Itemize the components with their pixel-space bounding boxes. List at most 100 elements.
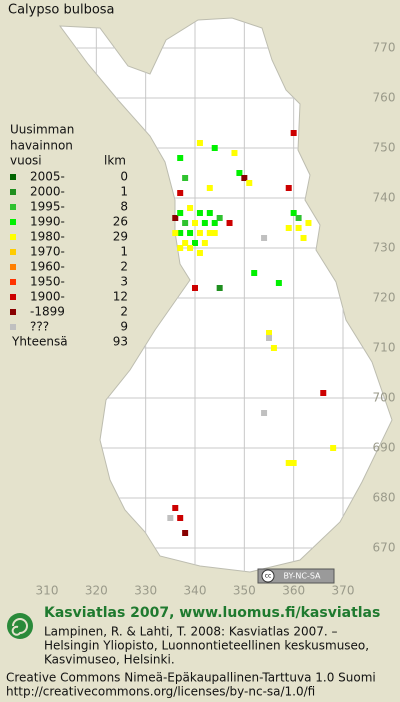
occurrence-square: [290, 130, 297, 136]
legend-heading: Uusimman: [10, 123, 74, 137]
legend-count-heading: lkm: [104, 154, 126, 168]
legend: Uusimman havainnon vuosi lkm Yhteensä 93…: [10, 123, 128, 349]
occurrence-square: [182, 530, 189, 536]
logo-circle: [7, 613, 33, 639]
occurrence-square: [290, 460, 297, 466]
legend-label: -1899: [30, 305, 65, 319]
occurrence-square: [196, 140, 203, 146]
observations: [167, 130, 337, 536]
occurrence-square: [261, 410, 268, 416]
occurrence-square: [266, 335, 272, 341]
occurrence-square: [172, 505, 179, 511]
occurrence-square: [201, 220, 208, 226]
occurrence-square: [172, 230, 179, 236]
occurrence-square: [177, 190, 184, 196]
y-tick-label: 750: [373, 141, 396, 155]
occurrence-square: [290, 210, 297, 216]
occurrence-square: [177, 515, 184, 521]
legend-count: 3: [120, 275, 128, 289]
occurrence-square: [236, 170, 243, 176]
legend-count: 12: [113, 290, 128, 304]
occurrence-square: [192, 240, 198, 246]
occurrence-square: [285, 460, 292, 466]
occurrence-square: [285, 185, 292, 191]
legend-count: 2: [120, 305, 128, 319]
citation: Helsingin Yliopisto, Luonnontieteellinen…: [44, 639, 369, 653]
footer-headline: Kasviatlas 2007, www.luomus.fi/kasviatla…: [44, 605, 380, 621]
x-tick-label: 350: [233, 584, 256, 598]
legend-label: 1990-: [30, 215, 65, 229]
legend-swatch: [10, 309, 16, 315]
legend-swatch: [10, 174, 16, 180]
badge-icon-text: cc: [265, 573, 272, 580]
occurrence-square: [295, 215, 302, 221]
y-tick-label: 740: [373, 191, 396, 205]
occurrence-square: [231, 150, 238, 156]
occurrence-square: [187, 245, 194, 251]
legend-label: 1980-: [30, 230, 65, 244]
legend-label: 1960-: [30, 260, 65, 274]
legend-swatch: [10, 189, 16, 195]
occurrence-square: [216, 215, 223, 221]
occurrence-square: [182, 220, 189, 226]
occurrence-square: [192, 285, 198, 291]
license: http://creativecommons.org/licenses/by-n…: [6, 685, 315, 699]
occurrence-square: [201, 240, 208, 246]
legend-label: ???: [30, 320, 49, 334]
occurrence-square: [206, 230, 213, 236]
occurrence-square: [226, 220, 233, 226]
occurrence-square: [305, 220, 312, 226]
occurrence-square: [196, 250, 203, 256]
y-tick-label: 690: [373, 441, 396, 455]
occurrence-square: [182, 175, 189, 181]
occurrence-square: [266, 330, 272, 336]
occurrence-square: [246, 180, 253, 186]
logo-spiral: [11, 618, 28, 636]
y-tick-label: 720: [373, 291, 396, 305]
legend-label: 1995-: [30, 200, 65, 214]
legend-heading: vuosi: [10, 154, 42, 168]
legend-swatch: [10, 279, 16, 285]
y-tick-label: 710: [373, 341, 396, 355]
y-tick-label: 760: [373, 91, 396, 105]
legend-label: 2005-: [30, 170, 65, 184]
badge-box: [257, 568, 335, 584]
x-tick-label: 310: [36, 584, 59, 598]
occurrence-square: [270, 345, 277, 351]
occurrence-square: [241, 175, 248, 181]
logo: [7, 613, 33, 639]
occurrence-square: [320, 390, 327, 396]
x-tick-label: 340: [184, 584, 207, 598]
legend-swatch: [10, 234, 16, 240]
land: [58, 17, 393, 573]
y-tick-label: 730: [373, 241, 396, 255]
occurrence-square: [177, 155, 184, 161]
x-tick-label: 360: [282, 584, 305, 598]
legend-count: 1: [120, 245, 128, 259]
occurrence-square: [300, 235, 307, 241]
y-tick-label: 680: [373, 491, 396, 505]
x-tick-label: 320: [85, 584, 108, 598]
license: Creative Commons Nimeä-Epäkaupallinen-Ta…: [6, 671, 376, 685]
legend-swatch: [10, 219, 16, 225]
occurrence-square: [177, 210, 184, 216]
legend-total: 93: [113, 335, 128, 349]
occurrence-square: [216, 285, 223, 291]
occurrence-square: [192, 220, 198, 226]
legend-swatch: [10, 324, 16, 330]
legend-count: 0: [120, 170, 128, 184]
occurrence-square: [261, 235, 268, 241]
legend-count: 1: [120, 185, 128, 199]
occurrence-square: [211, 230, 218, 236]
legend-label: 1950-: [30, 275, 65, 289]
legend-swatch: [10, 294, 16, 300]
license-badge: cc BY-NC-SA: [257, 568, 335, 584]
occurrence-square: [251, 270, 258, 276]
y-tick-label: 700: [373, 391, 396, 405]
legend-swatch: [10, 264, 16, 270]
title: Calypso bulbosa: [8, 3, 115, 18]
badge-icon: [261, 569, 275, 583]
occurrence-square: [330, 445, 337, 451]
